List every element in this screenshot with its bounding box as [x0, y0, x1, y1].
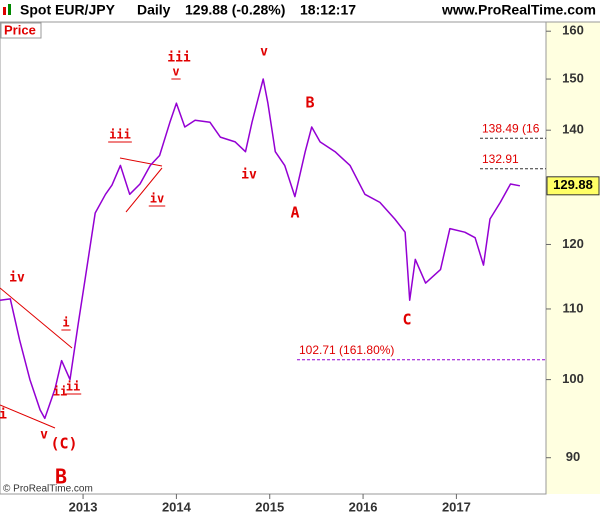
panel-label-box: [0, 22, 42, 39]
x-tick-label: 2014: [162, 499, 192, 514]
wave-label: C: [402, 311, 411, 329]
chart-title: Spot EUR/JPY: [20, 2, 116, 18]
panel-label: Price: [4, 22, 36, 37]
wave-label: B: [55, 465, 67, 489]
y-axis-panel: [546, 22, 600, 494]
wave-label: v: [172, 65, 179, 79]
y-tick-label: 150: [562, 70, 584, 85]
wave-label: i: [62, 316, 69, 330]
level-label: 138.49 (16: [482, 121, 540, 135]
wave-label: iv: [241, 168, 257, 183]
wave-label: ii: [66, 380, 80, 394]
wave-label: (C): [50, 435, 77, 453]
time: 18:12:17: [300, 2, 356, 18]
price-line: [0, 78, 521, 420]
y-tick-label: 90: [566, 449, 580, 464]
x-tick-label: 2015: [255, 499, 284, 514]
last-change: 129.88 (-0.28%): [185, 2, 285, 18]
x-tick-label: 2013: [69, 499, 98, 514]
last-value-box: [546, 176, 600, 196]
wave-label: B: [305, 94, 314, 112]
wave-label: i: [0, 408, 7, 423]
candle-icon: [3, 4, 11, 15]
y-tick-label: 160: [562, 23, 584, 38]
trend-lines: [0, 157, 163, 429]
wave-label: ii: [53, 385, 67, 399]
wave-label: A: [290, 204, 299, 222]
level-label: 102.71 (161.80%): [299, 343, 394, 357]
wave-label: iii: [109, 128, 131, 142]
wave-label: v: [40, 428, 48, 443]
x-tick-label: 2017: [442, 499, 471, 514]
y-tick-label: 100: [562, 371, 584, 386]
x-tick-label: 2016: [349, 499, 378, 514]
last-value-label: 129.88: [553, 177, 593, 192]
level-label: 132.91: [482, 152, 519, 166]
source: www.ProRealTime.com: [441, 2, 596, 18]
y-tick-label: 110: [563, 300, 584, 315]
wave-label: iii: [167, 51, 191, 66]
period: Daily: [137, 2, 171, 18]
copyright: © ProRealTime.com: [3, 484, 93, 495]
wave-label: iv: [9, 271, 25, 286]
y-tick-label: 120: [562, 236, 584, 251]
y-tick-label: 140: [562, 122, 584, 137]
wave-label: iv: [150, 192, 164, 206]
wave-label: v: [260, 45, 268, 60]
